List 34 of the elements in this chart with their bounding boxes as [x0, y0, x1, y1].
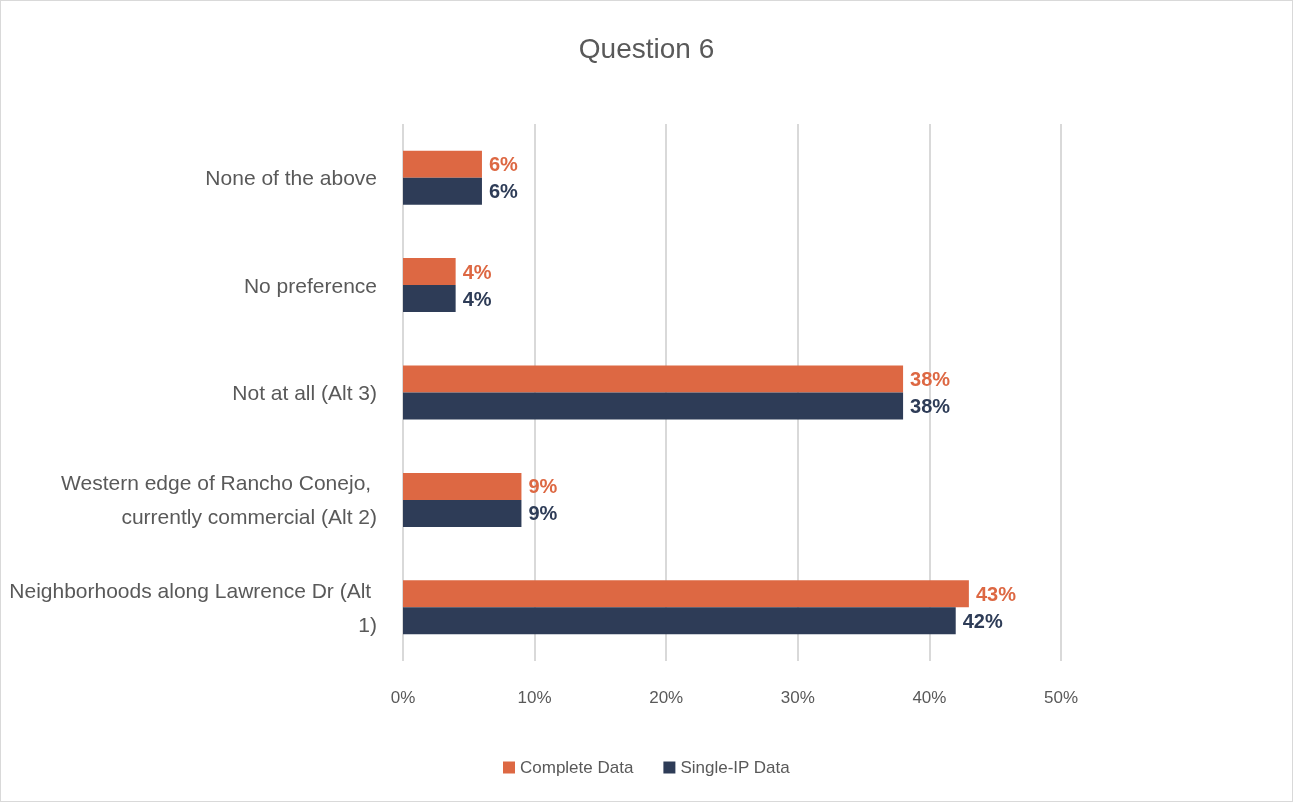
data-label: 42%: [962, 609, 1003, 632]
x-tick-label: 50%: [1043, 688, 1079, 707]
x-tick-label: 20%: [649, 688, 684, 707]
bar: [403, 365, 904, 393]
chart-title: Question 6: [578, 32, 715, 64]
bar: [403, 177, 482, 205]
data-label: 6%: [488, 153, 519, 176]
y-tick-label: No preference: [243, 273, 377, 297]
data-label: 4%: [462, 287, 492, 310]
data-label: 4%: [462, 260, 492, 283]
y-tick-label: Not at all (Alt 3): [232, 381, 377, 404]
bar: [403, 150, 482, 178]
legend-label: Complete Data: [520, 758, 634, 777]
data-label: 9%: [528, 475, 558, 498]
x-tick-label: 40%: [912, 688, 947, 707]
y-tick-label: Neighborhoods along Lawrence Dr (Alt 1): [9, 578, 377, 636]
x-tick-label: 30%: [780, 688, 815, 707]
bar: [403, 285, 456, 313]
bar: [403, 472, 522, 500]
data-label: 9%: [528, 502, 558, 525]
bar: [403, 607, 956, 635]
bar: [403, 499, 522, 527]
bar: [403, 580, 969, 608]
bar: [403, 258, 456, 286]
data-label: 43%: [975, 582, 1017, 605]
x-tick-label: 0%: [390, 688, 416, 707]
legend-label: Single-IP Data: [680, 758, 791, 777]
data-label: 38%: [910, 395, 951, 417]
data-label: 6%: [488, 180, 519, 203]
y-tick-label: None of the above: [205, 166, 377, 190]
y-tick-label: Western edge of Rancho Conejo, currently commercial (Alt 2): [61, 471, 377, 529]
data-label: 38%: [910, 368, 951, 390]
x-tick-label: 10%: [517, 688, 552, 707]
bar: [403, 392, 904, 420]
